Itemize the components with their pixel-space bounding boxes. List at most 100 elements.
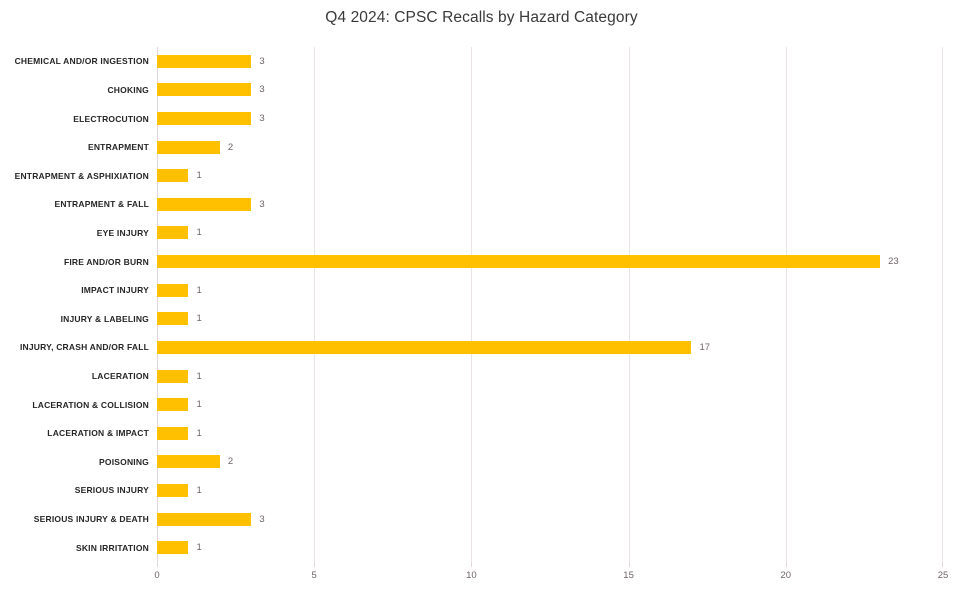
category-label: INJURY, CRASH AND/OR FALL bbox=[19, 342, 149, 353]
x-axis-tick-mark bbox=[942, 562, 943, 567]
x-axis-tick-mark bbox=[471, 562, 473, 567]
value-label: 3 bbox=[259, 84, 265, 96]
category-label: ENTRAPMENT bbox=[87, 142, 149, 153]
bar bbox=[157, 112, 252, 126]
category-label: ENTRAPMENT & ASPHIXIATION bbox=[14, 170, 149, 181]
bar bbox=[157, 512, 252, 526]
category-label: LACERATION & IMPACT bbox=[47, 428, 149, 439]
bar-track: 1 bbox=[157, 476, 943, 505]
bar bbox=[157, 169, 189, 183]
category-label: LACERATION & COLLISION bbox=[32, 399, 149, 410]
value-label: 3 bbox=[259, 55, 265, 67]
bar bbox=[157, 426, 189, 440]
bar-row: SERIOUS INJURY & DEATH 3 bbox=[0, 505, 943, 534]
x-axis-tick-label: 25 bbox=[937, 570, 949, 581]
x-axis-tick-mark bbox=[314, 562, 316, 567]
category-label: FIRE AND/OR BURN bbox=[63, 256, 149, 267]
bar bbox=[157, 312, 189, 326]
bar bbox=[157, 398, 189, 412]
bar-track: 2 bbox=[157, 133, 943, 162]
value-label: 3 bbox=[259, 513, 265, 525]
bar-track: 1 bbox=[157, 276, 943, 305]
bar-row: LACERATION 1 bbox=[0, 362, 943, 391]
x-axis-tick-mark bbox=[628, 562, 630, 567]
category-label: POISONING bbox=[99, 456, 149, 467]
value-label: 23 bbox=[888, 256, 899, 268]
x-axis-tick-label: 10 bbox=[466, 570, 477, 581]
bar-track: 3 bbox=[157, 104, 943, 133]
value-label: 3 bbox=[259, 113, 265, 125]
value-label: 1 bbox=[196, 484, 202, 496]
bar bbox=[157, 54, 252, 68]
bar-rows: CHEMICAL AND/OR INGESTION 3 CHOKING 3 ELECTR… bbox=[0, 47, 943, 562]
value-label: 1 bbox=[196, 170, 202, 182]
bar-row: EYE INJURY 1 bbox=[0, 219, 943, 248]
bar-track: 1 bbox=[157, 419, 943, 448]
gridline bbox=[628, 47, 630, 562]
bar-row: ENTRAPMENT & FALL 3 bbox=[0, 190, 943, 219]
bar bbox=[157, 197, 252, 211]
x-axis-tick-mark bbox=[785, 562, 787, 567]
bar-track: 3 bbox=[157, 190, 943, 219]
bar-track: 3 bbox=[157, 47, 943, 76]
bar bbox=[157, 226, 189, 240]
value-label: 1 bbox=[196, 399, 202, 411]
gridline bbox=[314, 47, 316, 562]
chart-title: Q4 2024: CPSC Recalls by Hazard Category bbox=[325, 9, 638, 26]
bar-track: 1 bbox=[157, 161, 943, 190]
category-label: CHEMICAL AND/OR INGESTION bbox=[14, 56, 149, 67]
bar-row: ENTRAPMENT & ASPHIXIATION 1 bbox=[0, 161, 943, 190]
bar-track: 2 bbox=[157, 448, 943, 477]
bar-track: 1 bbox=[157, 362, 943, 391]
bar-row: ENTRAPMENT 2 bbox=[0, 133, 943, 162]
bar-row: ELECTROCUTION 3 bbox=[0, 104, 943, 133]
bar bbox=[157, 541, 189, 555]
bar-row: POISONING 2 bbox=[0, 448, 943, 477]
value-label: 1 bbox=[196, 542, 202, 554]
gridline bbox=[785, 47, 787, 562]
x-axis-tick-label: 5 bbox=[311, 570, 317, 581]
value-label: 17 bbox=[699, 341, 711, 353]
category-label: ENTRAPMENT & FALL bbox=[54, 199, 149, 210]
category-label: IMPACT INJURY bbox=[81, 285, 149, 296]
bar-track: 1 bbox=[157, 219, 943, 248]
value-label: 1 bbox=[196, 427, 202, 439]
value-label: 3 bbox=[259, 198, 265, 210]
category-label: SERIOUS INJURY bbox=[74, 485, 149, 496]
plot-area bbox=[157, 47, 943, 562]
gridline bbox=[471, 47, 473, 562]
value-label: 1 bbox=[196, 284, 202, 296]
bar-row: INJURY & LABELING 1 bbox=[0, 304, 943, 333]
bar-row: INJURY, CRASH AND/OR FALL 17 bbox=[0, 333, 943, 362]
bar-track: 3 bbox=[157, 76, 943, 105]
bar bbox=[157, 340, 692, 354]
bar bbox=[157, 140, 220, 154]
bar-row: CHEMICAL AND/OR INGESTION 3 bbox=[0, 47, 943, 76]
value-label: 2 bbox=[227, 141, 234, 153]
x-axis: 0 5 10 15 20 25 bbox=[154, 562, 948, 588]
value-label: 1 bbox=[196, 227, 202, 239]
bar-track: 1 bbox=[157, 390, 943, 419]
category-label: EYE INJURY bbox=[96, 227, 149, 238]
bar bbox=[157, 483, 189, 497]
bar-row: FIRE AND/OR BURN 23 bbox=[0, 247, 943, 276]
bar bbox=[157, 455, 220, 469]
x-axis-tick-label: 15 bbox=[623, 570, 634, 581]
gridline bbox=[942, 47, 943, 562]
bar bbox=[157, 369, 189, 383]
x-axis-tick-mark bbox=[157, 562, 158, 567]
value-label: 2 bbox=[227, 456, 234, 468]
category-label: INJURY & LABELING bbox=[60, 313, 149, 324]
bar bbox=[157, 283, 189, 297]
category-label: LACERATION bbox=[91, 371, 149, 381]
value-label: 1 bbox=[196, 313, 202, 325]
bar-track: 17 bbox=[157, 333, 943, 362]
bar-row: LACERATION & IMPACT 1 bbox=[0, 419, 943, 448]
category-label: CHOKING bbox=[107, 84, 149, 95]
x-axis-tick-label: 0 bbox=[154, 570, 160, 581]
bar-row: IMPACT INJURY 1 bbox=[0, 276, 943, 305]
y-axis-line bbox=[157, 47, 158, 562]
bar-row: SERIOUS INJURY 1 bbox=[0, 476, 943, 505]
bar bbox=[157, 255, 881, 269]
